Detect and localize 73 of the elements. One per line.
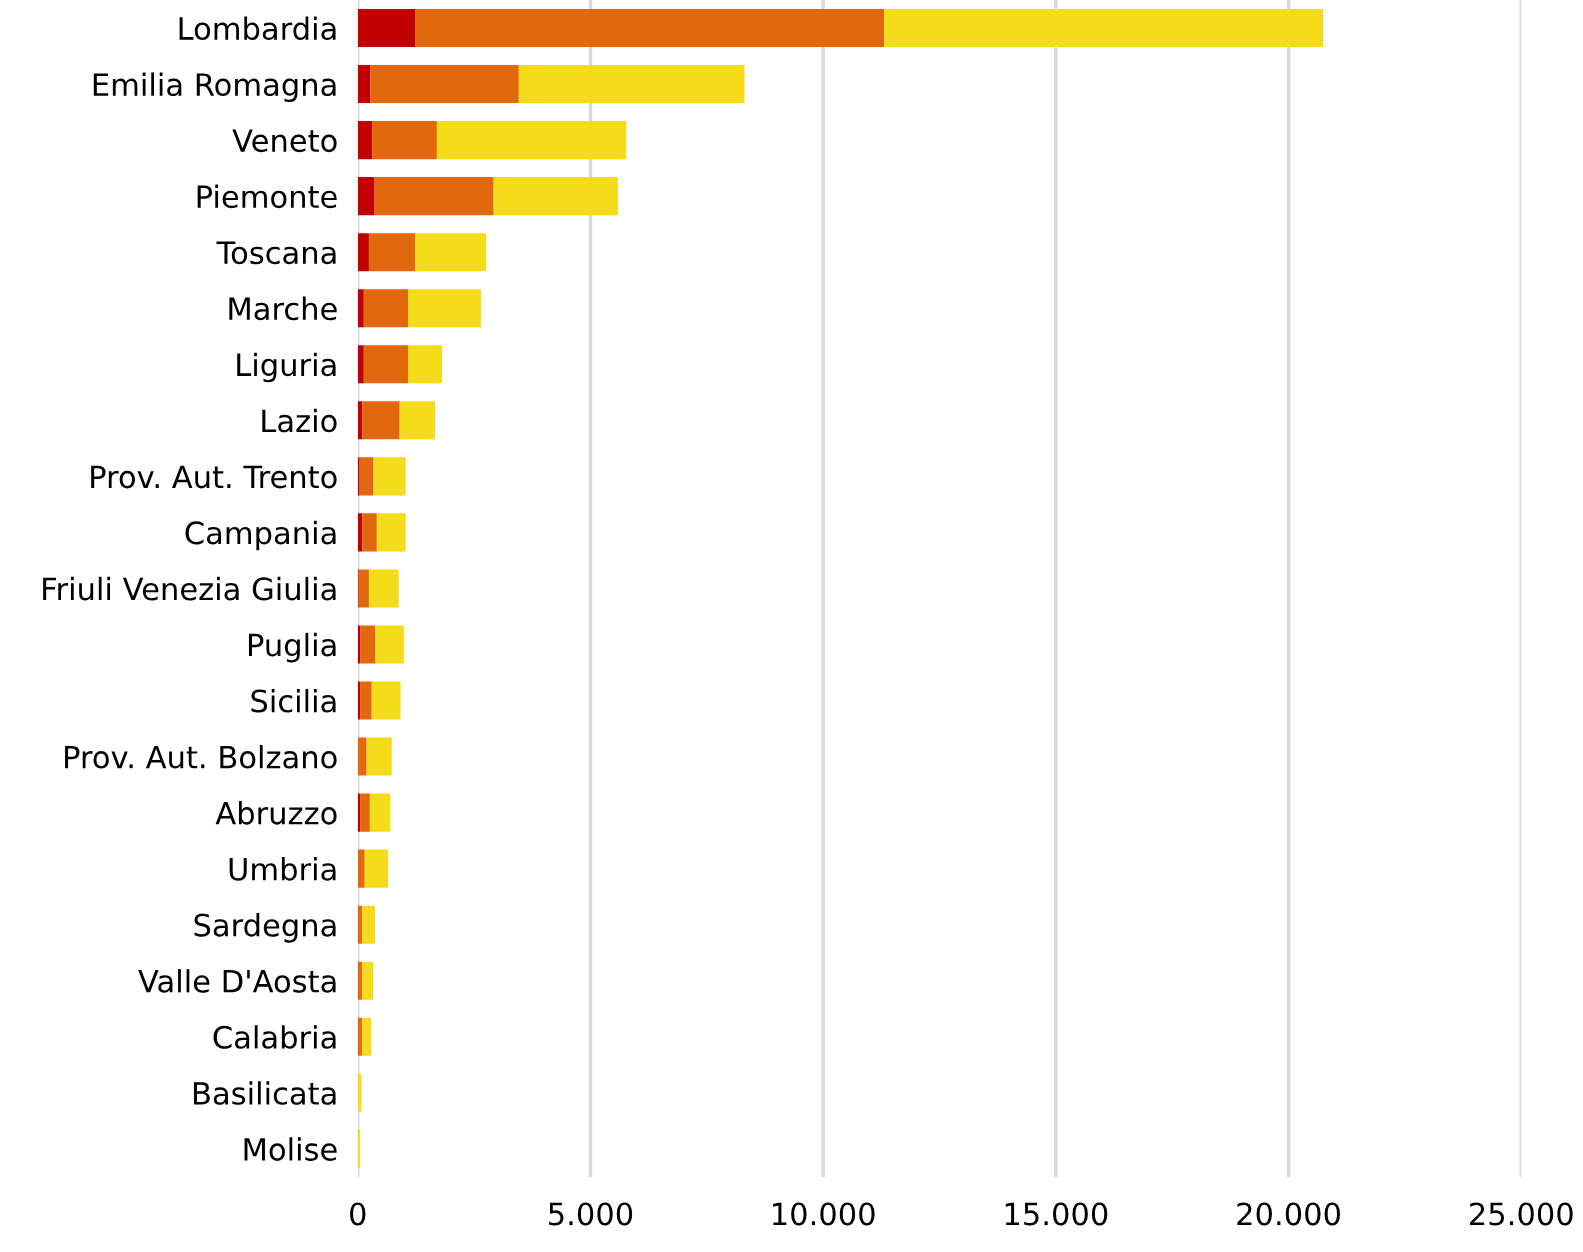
y-tick-label: Piemonte [197, 184, 337, 209]
bar [518, 65, 745, 104]
bar [357, 289, 364, 328]
bar [368, 569, 399, 608]
bar [415, 233, 487, 272]
bar [371, 681, 401, 720]
bar [362, 401, 400, 440]
bar [369, 793, 391, 832]
y-tick-label: Marche [229, 296, 337, 321]
bar [415, 8, 885, 48]
bar [399, 401, 436, 440]
y-tick-label: Prov. Aut. Trento [91, 465, 337, 489]
bar [361, 961, 374, 1000]
y-tick-label: Valle D'Aosta [138, 969, 336, 993]
bar [360, 793, 370, 832]
bar [357, 121, 373, 160]
bar [357, 905, 362, 944]
bar [436, 121, 627, 160]
y-tick-label: Friuli Venezia Giulia [43, 576, 336, 601]
bar [361, 1017, 372, 1056]
bar [493, 177, 618, 216]
x-tick-label: 25.000 [1470, 1202, 1573, 1226]
bar [357, 345, 364, 384]
bar [372, 121, 437, 160]
y-tick-label: Calabria [213, 1025, 336, 1049]
y-tick-label: Sicilia [251, 688, 336, 713]
bar [357, 65, 371, 104]
x-tick-label: 20.000 [1237, 1202, 1340, 1226]
bar [374, 177, 494, 216]
bar [370, 65, 519, 104]
x-tick-label: 0 [350, 1202, 366, 1226]
bar [362, 513, 377, 552]
y-tick-label: Puglia [248, 632, 336, 663]
bar [884, 8, 1323, 48]
y-tick-label: Liguria [237, 352, 336, 383]
bar [375, 625, 404, 664]
y-tick-label: Molise [244, 1137, 337, 1161]
y-tick-label: Campania [185, 520, 336, 551]
bar [357, 849, 365, 888]
bar [357, 737, 367, 776]
bar [408, 345, 442, 384]
bar [363, 345, 409, 384]
y-tick-label: Lazio [262, 408, 337, 433]
bar [357, 961, 362, 1000]
bar [361, 905, 375, 944]
x-tick-label: 10.000 [773, 1202, 875, 1226]
x-tick-label: 5.000 [549, 1202, 633, 1226]
y-tick-label: Umbria [229, 857, 336, 881]
bar [357, 177, 375, 216]
y-tick-label: Abruzzo [215, 801, 337, 825]
bar [373, 457, 406, 496]
bar [359, 457, 374, 496]
bar [358, 569, 369, 608]
y-tick-label: Veneto [232, 129, 337, 153]
bar [376, 513, 406, 552]
bar [357, 1017, 362, 1056]
bar [357, 233, 369, 272]
bar [366, 737, 392, 776]
y-tick-label: Lombardia [179, 16, 336, 41]
bar [364, 849, 389, 888]
bar [357, 8, 415, 48]
y-tick-label: Basilicata [194, 1081, 336, 1105]
bar [368, 233, 415, 272]
bar [360, 625, 376, 664]
bar [357, 625, 361, 664]
y-tick-label: Sardegna [194, 913, 336, 943]
bar [360, 681, 372, 720]
y-tick-label: Prov. Aut. Bolzano [65, 744, 337, 769]
x-tick-label: 15.000 [1005, 1202, 1108, 1226]
y-tick-label: Emilia Romagna [93, 72, 336, 103]
y-tick-label: Toscana [216, 241, 336, 265]
bar [408, 289, 482, 328]
bar [363, 289, 409, 328]
